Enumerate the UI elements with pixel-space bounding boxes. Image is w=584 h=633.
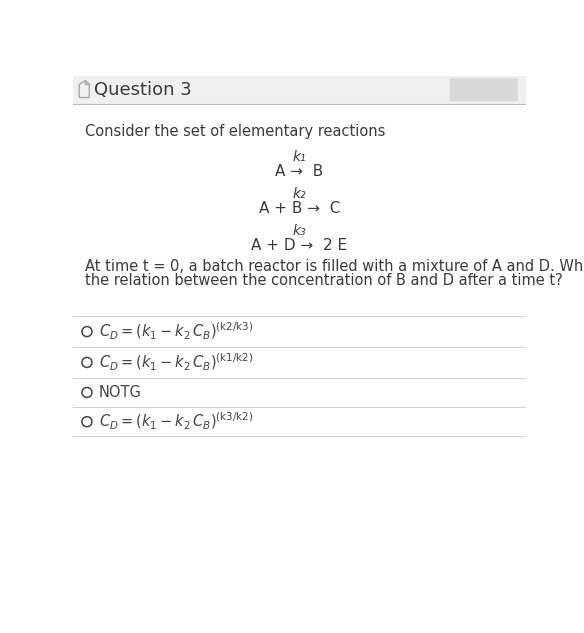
Text: At time t = 0, a batch reactor is filled with a mixture of A and D. What is: At time t = 0, a batch reactor is filled…	[85, 260, 584, 275]
Text: $C_D = (k_1 - k_2\,C_B)$$^{\mathregular{(k1 / k2)}}$: $C_D = (k_1 - k_2\,C_B)$$^{\mathregular{…	[99, 352, 253, 373]
Text: k₃: k₃	[293, 223, 306, 238]
Text: Question 3: Question 3	[94, 81, 192, 99]
Text: A + D →  2 E: A + D → 2 E	[251, 238, 347, 253]
Text: A + B →  C: A + B → C	[259, 201, 340, 216]
Text: the relation between the concentration of B and D after a time t?: the relation between the concentration o…	[85, 273, 563, 287]
Text: NOTG: NOTG	[99, 385, 141, 400]
Text: Consider the set of elementary reactions: Consider the set of elementary reactions	[85, 124, 386, 139]
FancyBboxPatch shape	[450, 78, 518, 101]
Text: $C_D = (k_1 - k_2\,C_B)$$^{\mathregular{(k3 / k2)}}$: $C_D = (k_1 - k_2\,C_B)$$^{\mathregular{…	[99, 411, 253, 432]
Text: k₂: k₂	[293, 187, 306, 201]
Bar	[73, 76, 526, 104]
Text: A →  B: A → B	[275, 164, 324, 179]
Text: $C_D = (k_1 - k_2\,C_B)$$^{\mathregular{(k2 / k3)}}$: $C_D = (k_1 - k_2\,C_B)$$^{\mathregular{…	[99, 321, 253, 342]
Text: k₁: k₁	[293, 150, 306, 164]
